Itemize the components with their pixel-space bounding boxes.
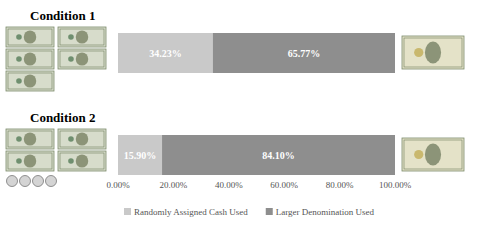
tick-label: 20.00% xyxy=(160,180,188,190)
coin-icon xyxy=(7,176,18,187)
coin-icon xyxy=(46,176,57,187)
bill-icon xyxy=(58,27,106,47)
category-label: Condition 2 xyxy=(30,110,95,125)
bill-icon xyxy=(6,71,54,91)
bill-icon xyxy=(6,151,54,171)
chart: Condition 1 Condition 2 34.23% 65.77% 15.90%… xyxy=(0,0,500,232)
category-label: Condition 1 xyxy=(30,8,95,23)
legend-swatch xyxy=(266,208,273,215)
legend-label: Larger Denomination Used xyxy=(276,207,375,217)
bill-icon xyxy=(58,151,106,171)
bar-segment xyxy=(118,135,162,175)
bill-icon xyxy=(6,27,54,47)
bars xyxy=(118,33,395,175)
bill-icon xyxy=(58,129,106,149)
coin-icon xyxy=(33,176,44,187)
bar-segment xyxy=(118,33,213,73)
legend-swatch xyxy=(124,208,131,215)
bill-icon xyxy=(402,36,464,69)
bill-icon xyxy=(402,138,464,171)
coin-icon xyxy=(20,176,31,187)
data-label: 34.23% xyxy=(149,48,182,59)
tick-label: 80.00% xyxy=(326,180,354,190)
tick-label: 40.00% xyxy=(215,180,243,190)
data-label: 84.10% xyxy=(262,150,295,161)
bar-segment xyxy=(162,135,395,175)
tick-label: 0.00% xyxy=(106,180,130,190)
bill-icon xyxy=(6,49,54,69)
tick-label: 60.00% xyxy=(270,180,298,190)
bar-segment xyxy=(213,33,395,73)
legend-label: Randomly Assigned Cash Used xyxy=(134,207,248,217)
bill-icon xyxy=(58,49,106,69)
data-label: 65.77% xyxy=(288,48,321,59)
data-label: 15.90% xyxy=(124,150,157,161)
bill-icon xyxy=(6,129,54,149)
tick-label: 100.00% xyxy=(379,180,412,190)
